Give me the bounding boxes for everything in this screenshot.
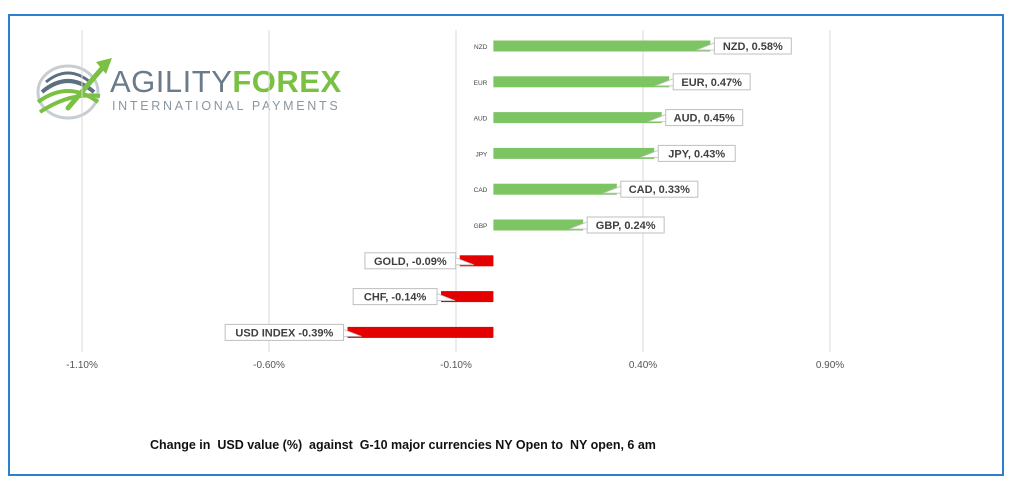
x-tick-label: -1.10% — [66, 360, 98, 371]
x-tick-label: 0.90% — [816, 360, 844, 371]
bar — [347, 326, 494, 338]
bar — [459, 255, 494, 267]
data-label-pointer — [655, 78, 674, 87]
data-label-pointer — [640, 149, 659, 158]
data-label: NZD, 0.58% — [723, 41, 783, 53]
data-label: JPY, 0.43% — [668, 148, 725, 160]
logo-wordmark: AGILITYFOREX — [110, 64, 342, 100]
data-label: USD INDEX -0.39% — [235, 327, 333, 339]
data-label: GBP, 0.24% — [596, 220, 656, 232]
data-label: EUR, 0.47% — [681, 77, 742, 89]
logo-subtitle: INTERNATIONAL PAYMENTS — [112, 99, 341, 113]
data-label: CAD, 0.33% — [629, 184, 690, 196]
x-tick-label: 0.40% — [629, 360, 657, 371]
x-tick-label: -0.60% — [253, 360, 285, 371]
data-label-pointer — [436, 293, 456, 302]
data-label-pointer — [602, 185, 622, 194]
bar — [493, 147, 655, 159]
category-label: CAD — [474, 187, 488, 194]
chart-frame — [8, 14, 1004, 476]
chart-caption: Change in USD value (%) against G-10 maj… — [150, 438, 656, 452]
x-tick-label: -0.10% — [440, 360, 472, 371]
bar — [493, 40, 711, 52]
data-label-pointer — [696, 42, 715, 51]
category-label: NZD — [474, 44, 488, 51]
bar — [441, 291, 494, 303]
category-label: JPY — [475, 151, 488, 158]
bar — [493, 112, 662, 124]
data-label-pointer — [569, 221, 588, 230]
bar — [493, 76, 670, 88]
bar — [493, 183, 617, 195]
data-label-pointer — [343, 328, 362, 337]
data-label: AUD, 0.45% — [674, 113, 735, 125]
data-label: CHF, -0.14% — [364, 292, 427, 304]
category-label: EUR — [474, 80, 488, 87]
data-label-pointer — [647, 114, 667, 122]
company-logo: AGILITYFOREX INTERNATIONAL PAYMENTS — [28, 52, 341, 127]
category-label: AUD — [474, 116, 488, 123]
category-label: GBP — [474, 223, 488, 230]
data-label: GOLD, -0.09% — [374, 256, 447, 268]
logo-word-forex: FOREX — [232, 64, 342, 99]
data-label-pointer — [455, 257, 474, 266]
bar — [493, 219, 584, 231]
globe-arrow-icon — [36, 58, 112, 120]
logo-word-agility: AGILITY — [110, 64, 233, 99]
